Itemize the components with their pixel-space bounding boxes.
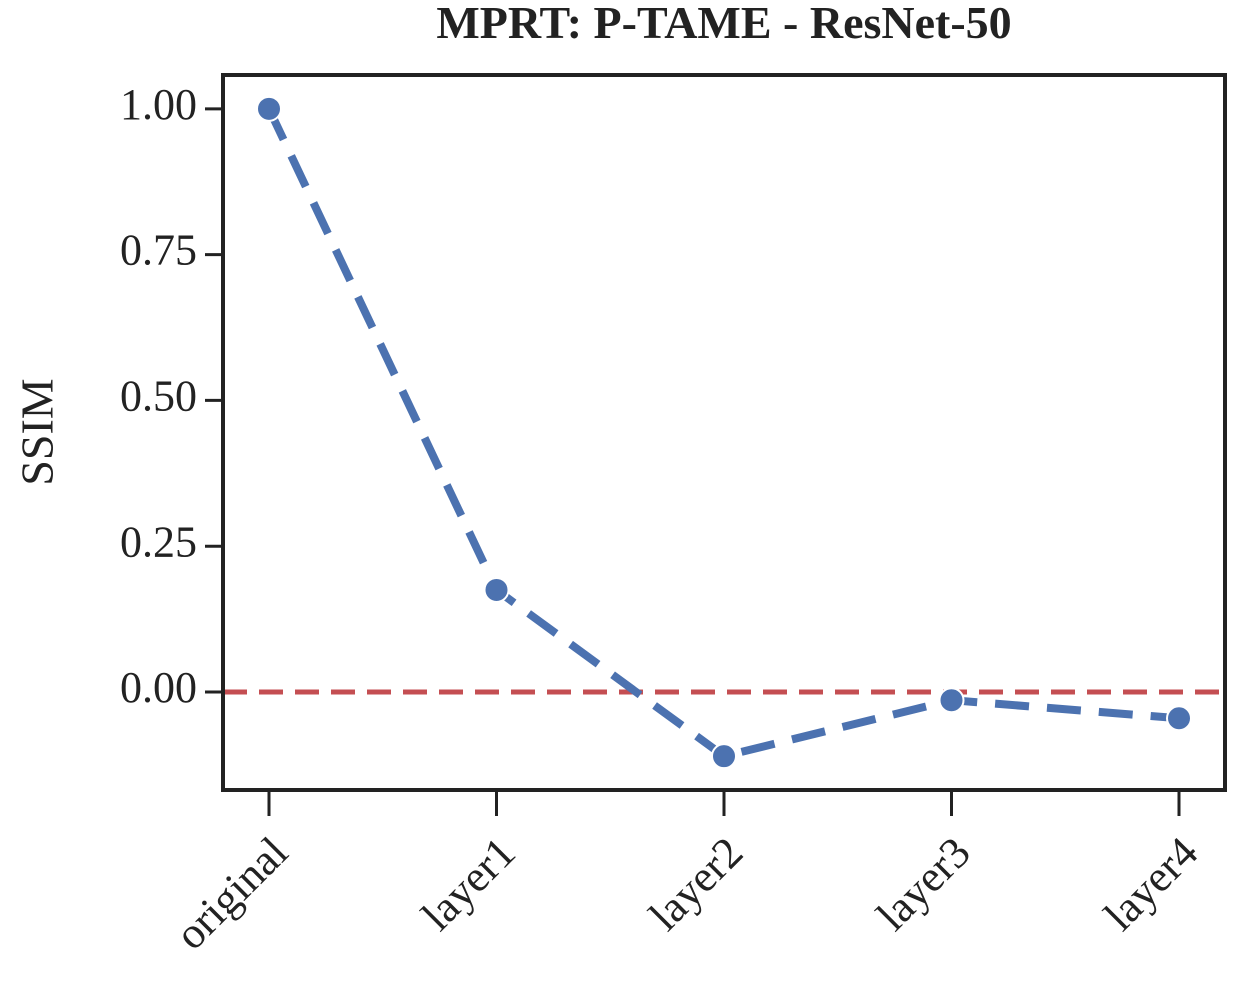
x-tick-label: layer2 [640,828,752,940]
chart-title: MPRT: P-TAME - ResNet-50 [436,0,1011,48]
data-point [483,576,510,603]
data-point [256,95,282,122]
y-axis-label: SSIM [12,378,63,485]
plot-frame [221,73,1227,792]
y-tick-label: 0.00 [120,663,197,712]
data-point [711,743,737,770]
y-tick-label: 1.00 [120,80,197,129]
y-tick-label: 0.50 [120,372,197,421]
data-point [1166,705,1192,732]
x-tick-label: layer4 [1095,828,1207,940]
x-tick-label: layer1 [412,828,524,940]
data-point [938,687,965,714]
y-tick-label: 0.75 [120,226,197,275]
x-tick-label: layer3 [867,828,979,940]
y-tick-label: 0.25 [120,517,197,566]
series-line [265,107,1180,761]
x-tick-label: original [166,828,297,959]
